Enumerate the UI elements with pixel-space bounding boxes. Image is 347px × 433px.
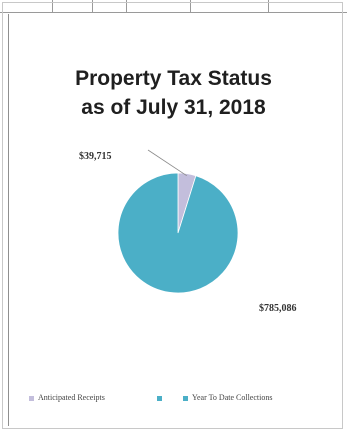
grid-cell [52,0,92,13]
chart-title-line-1: Property Tax Status [75,67,272,90]
legend-swatch-year-to-date-collections [183,396,188,401]
grid-cell [92,0,126,13]
data-label-anticipated-receipts: $39,715 [79,151,112,162]
chart-legend: Anticipated Receipts Year To Date Collec… [0,392,347,406]
grid-cell [190,0,268,13]
grid-cell [268,0,347,13]
legend-swatch-anticipated-receipts [29,396,34,401]
legend-label-year-to-date-collections: Year To Date Collections [192,393,273,402]
legend-swatch-year-to-date-collections [157,396,162,401]
spreadsheet-top-band [0,0,347,13]
grid-cell [126,0,190,13]
chart-frame [2,2,343,429]
leader-line-anticipated-receipts [147,149,187,176]
legend-label-anticipated-receipts: Anticipated Receipts [38,393,105,402]
pie-slice-year-to-date-collections [117,172,239,294]
left-grid-line [8,14,9,426]
chart-title-line-2: as of July 31, 2018 [81,96,266,119]
data-label-year-to-date-collections: $785,086 [259,303,297,314]
